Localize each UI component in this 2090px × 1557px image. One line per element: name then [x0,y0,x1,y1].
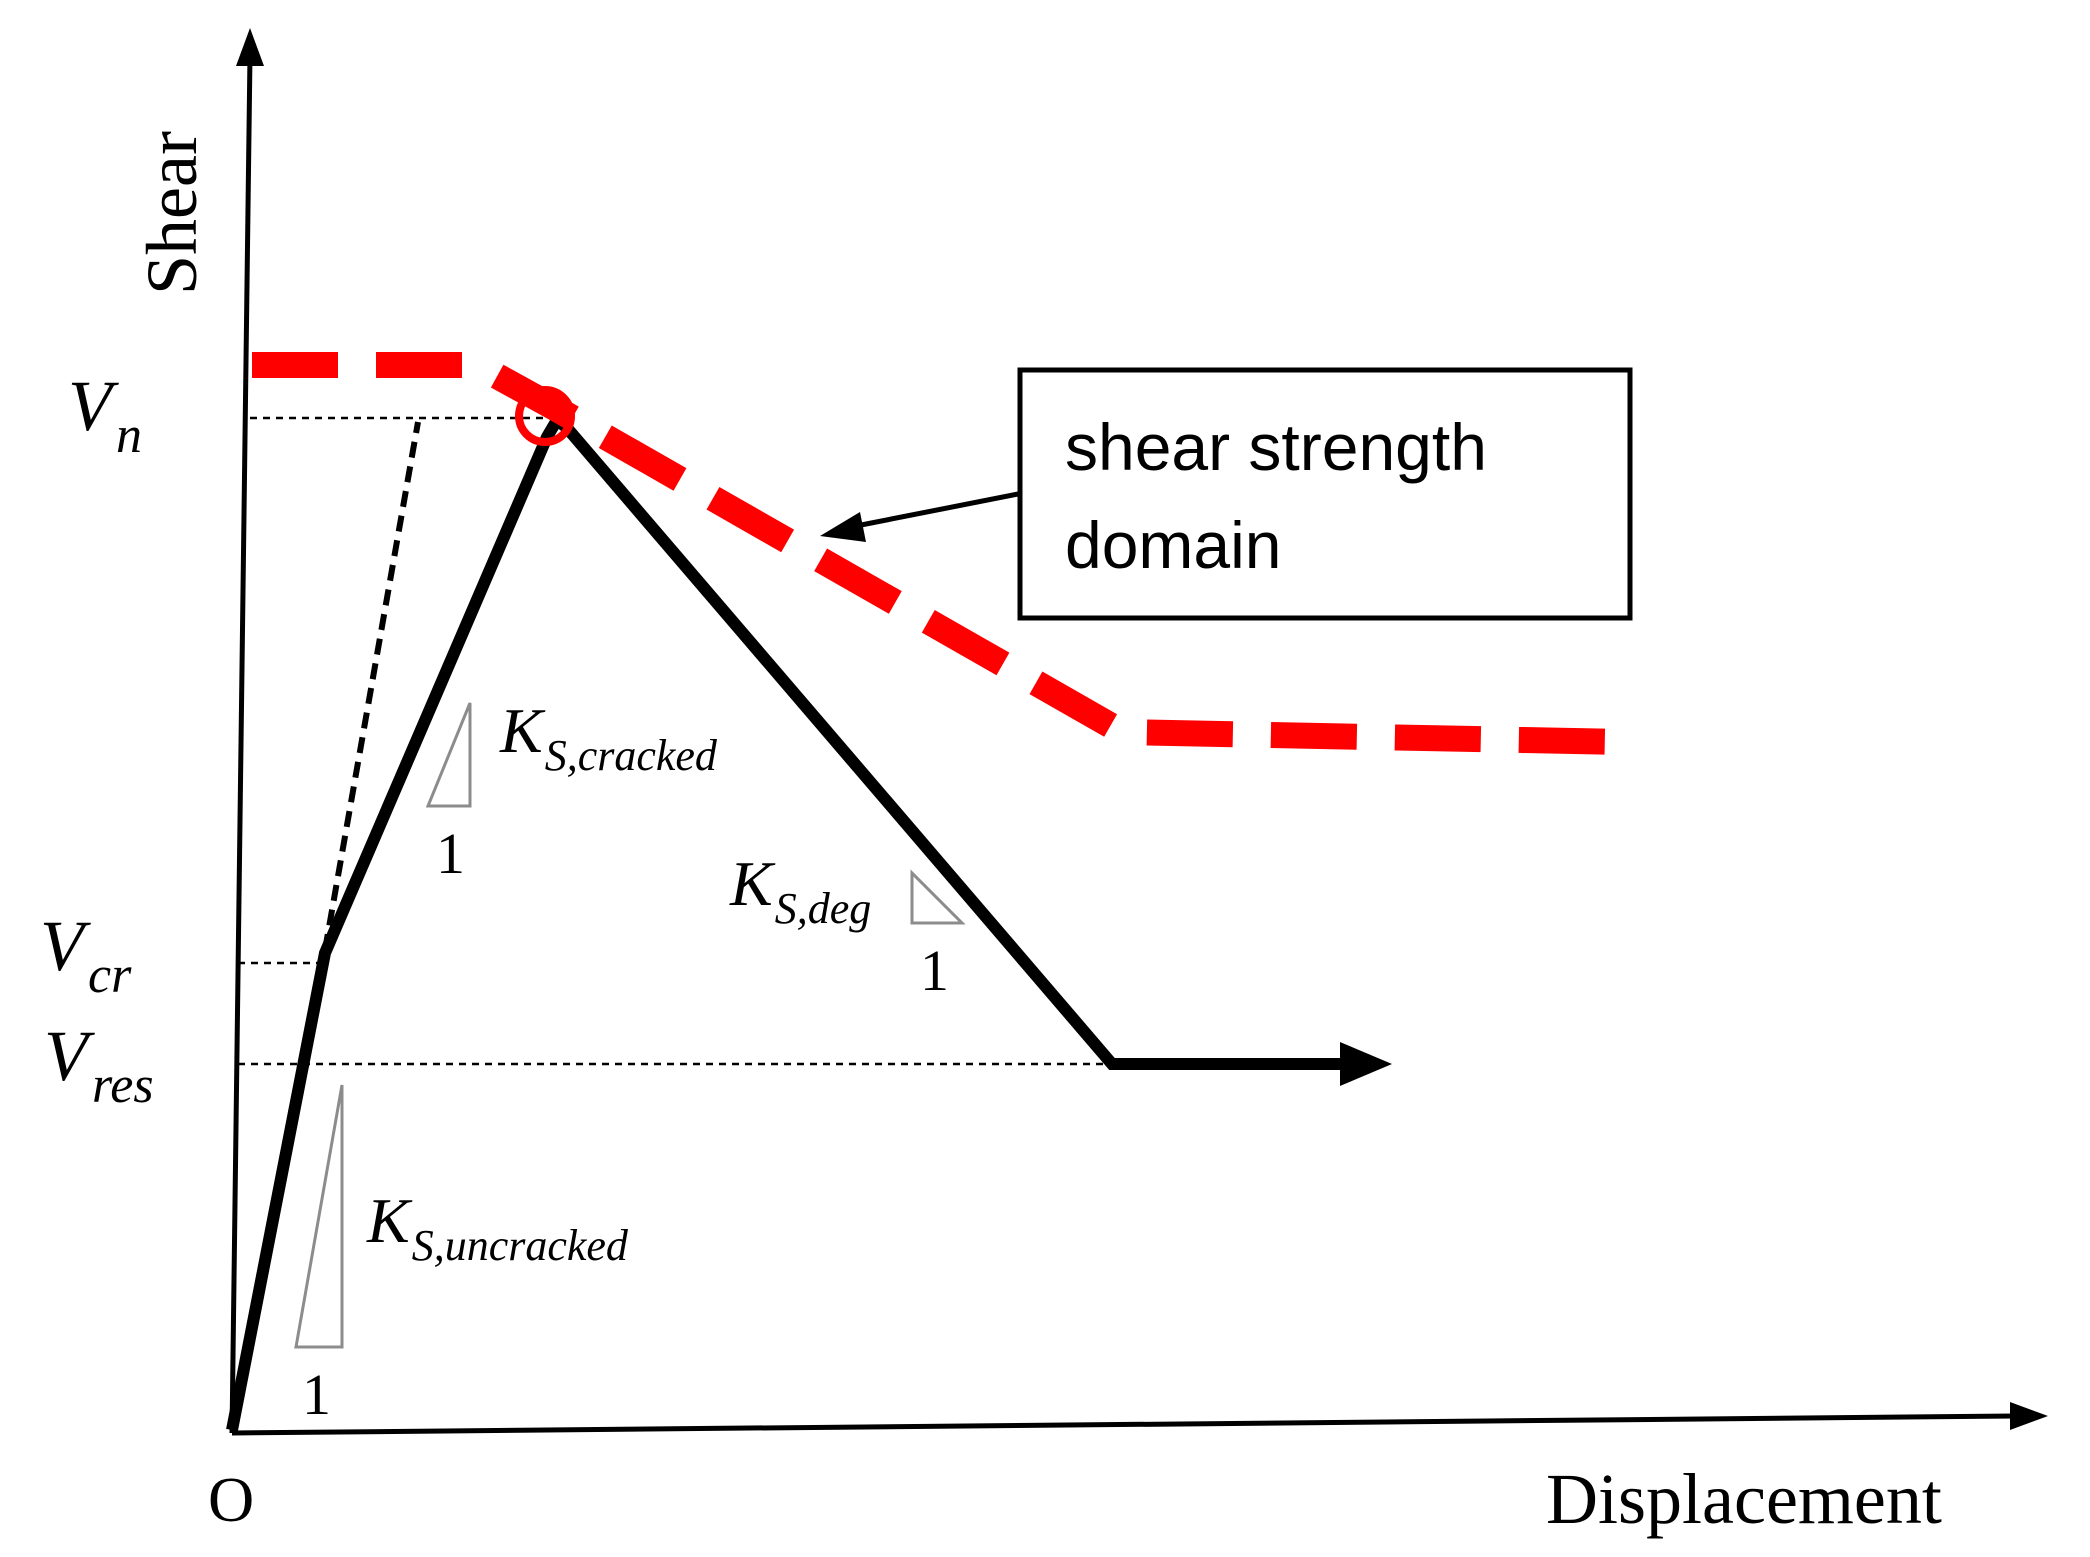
uncracked-slope-label: KS,uncracked [366,1185,629,1270]
level-guides [238,416,1112,1066]
callout-box [1017,367,1633,621]
intersection-marker [515,386,575,446]
degrading-slope-label: KS,deg [729,848,871,933]
x-axis-arrowhead [2010,1402,2048,1430]
y-axis-arrowhead [236,28,264,66]
callout-text-line-2: domain [1065,508,1281,582]
degrading-run-label: 1 [920,938,949,1003]
uncracked-run-label: 1 [302,1362,331,1427]
vcr-label: Vcr [40,906,132,1004]
x-axis-label: Displacement [1546,1459,1942,1539]
y-axis-label: Shear [132,131,212,295]
cracked-slope-label: KS,cracked [499,695,718,780]
residual-arrowhead [1340,1042,1392,1086]
x-axis [231,1413,2016,1436]
shear-strength-domain-curve [252,352,1623,755]
vres-label: Vres [44,1016,154,1114]
origin-label: O [208,1464,254,1535]
vn-label: Vn [68,366,142,464]
y-axis [229,54,253,1434]
callout-pointer-line [855,491,1019,529]
callout-text-line-1: shear strength [1065,410,1487,484]
cracked-slope-triangle [425,702,472,808]
callout-pointer-arrowhead [820,512,866,542]
axes [229,28,2048,1436]
cracked-run-label: 1 [436,821,465,886]
degrading-slope-triangle [910,869,966,925]
uncracked-slope-triangle [294,1084,344,1349]
secant-stiffness-line [322,421,421,951]
